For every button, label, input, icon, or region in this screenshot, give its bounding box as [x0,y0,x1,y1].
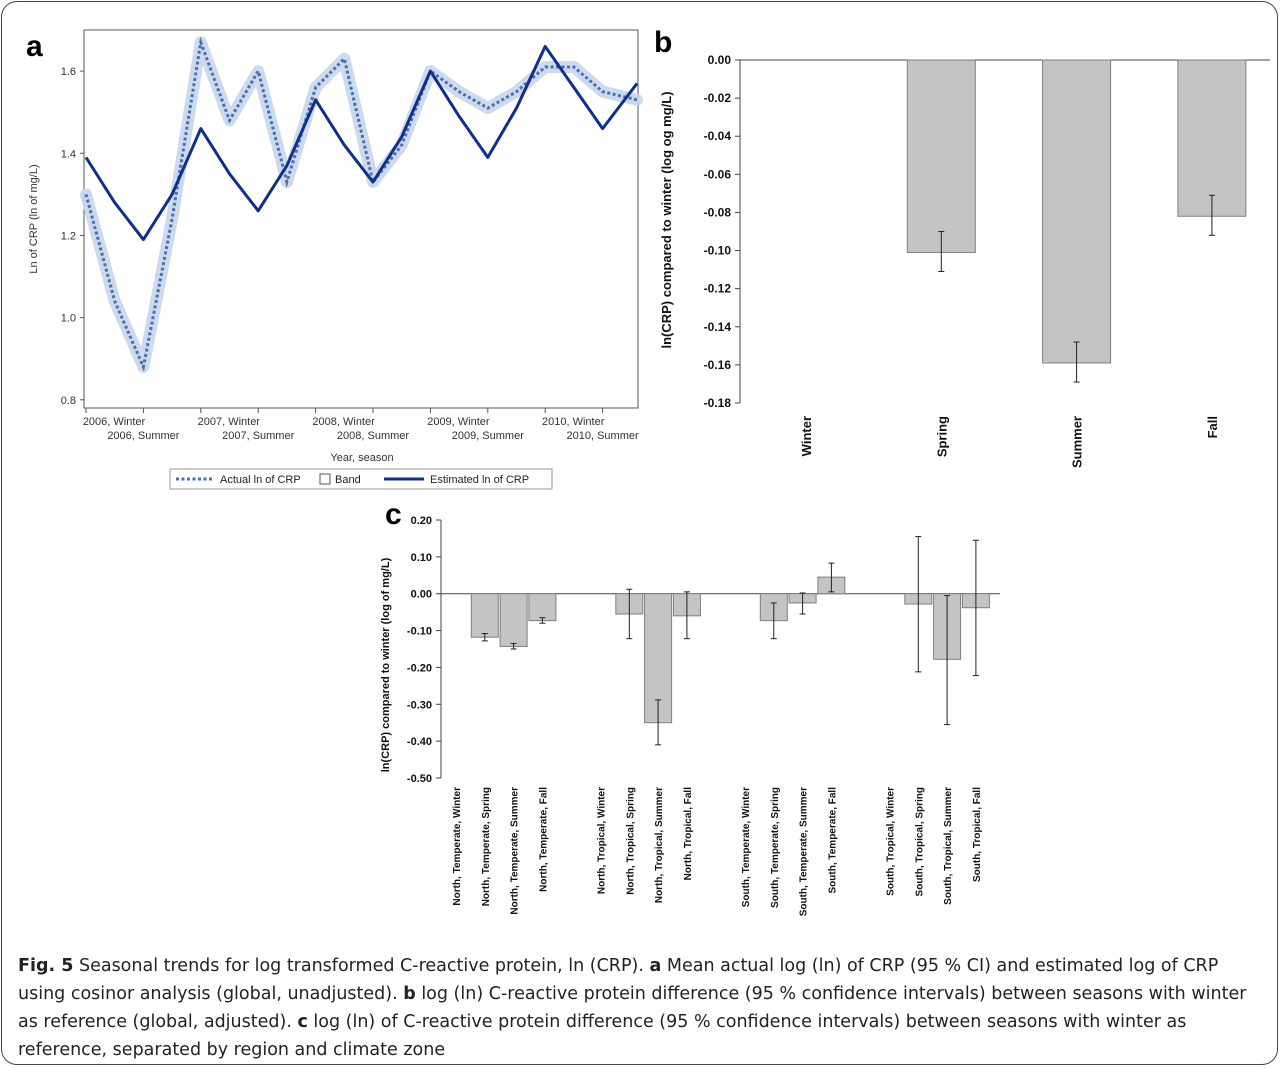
chart-c-y-axis: 0.20 0.10 0.00 -0.10 -0.20 -0.30 -0.40 -0.50 [407,515,1000,785]
series-line-actual [84,36,638,372]
chart-a-legend: Actual ln of CRP Band Estimated ln of CR… [169,468,553,490]
category-label: South, Temperate, Winter [741,787,752,907]
y-tick-label: -0.16 [704,358,732,372]
category-label: North, Temperate, Fall [538,787,549,892]
bar [470,593,499,638]
x-tick-label: 2008, Summer [337,430,409,442]
bar [528,593,557,622]
panel-c-label: c [385,498,402,531]
panel-b-label: b [654,26,672,59]
y-tick-label: 0.8 [61,395,76,407]
legend-actual-label: Actual ln of CRP [220,474,301,486]
panel-a-label: a [26,30,43,63]
chart-a: 0.8 1.0 1.2 1.4 1.6 2006, Winter 2007, Winter… [28,29,644,490]
figure-canvas: a b c 0.8 1.0 1.2 1.4 1.6 2006, Winter 2007, … [26,26,1270,916]
y-tick-label: -0.04 [704,129,732,143]
category-label: North, Tropical, Spring [625,787,636,895]
chart-a-x-axis-title: Year, season [330,452,393,464]
caption-intro: Seasonal trends for log transformed C-re… [73,956,650,976]
x-tick-label: 2006, Summer [107,430,179,442]
x-tick-label: 2006, Winter [83,416,146,428]
category-label: North, Temperate, Winter [452,787,463,906]
chart-c-bars [470,536,990,746]
confidence-band [80,36,644,373]
category-label: South, Tropical, Spring [914,787,925,896]
x-tick-label: 2010, Summer [567,430,639,442]
category-label: South, Tropical, Fall [972,787,983,882]
y-tick-label: -0.10 [704,244,732,258]
chart-b-y-axis-title: ln(CRP) compared to winter (log og mg/L) [659,91,674,348]
x-tick-label: 2010, Winter [542,416,605,428]
chart-a-x-axis: 2006, Winter 2007, Winter 2008, Winter 2009… [83,408,639,442]
figure-caption: Fig. 5 Seasonal trends for log transform… [18,952,1263,1064]
category-label: Winter [799,416,814,456]
category-label: Summer [1070,416,1085,468]
category-label: North, Temperate, Summer [510,787,521,915]
y-tick-label: -0.10 [407,626,432,638]
y-tick-label: -0.02 [704,91,732,105]
y-tick-label: -0.40 [407,736,432,748]
x-tick-label: 2007, Summer [222,430,294,442]
y-tick-label: -0.20 [407,662,432,674]
chart-a-y-axis: 0.8 1.0 1.2 1.4 1.6 [61,66,84,407]
bar [1177,59,1247,217]
chart-a-plot-frame [83,29,639,409]
category-label: North, Tropical, Fall [683,787,694,881]
category-label: North, Tropical, Summer [654,787,665,903]
caption-fig-label: Fig. 5 [18,956,74,976]
chart-b-x-axis: Winter Spring Summer Fall [799,416,1220,468]
category-label: South, Tropical, Summer [943,787,954,905]
x-tick-label: 2008, Winter [312,416,375,428]
y-tick-label: 1.2 [61,230,76,242]
legend-estimated-label: Estimated ln of CRP [430,474,529,486]
series-line-estimated [84,44,639,242]
y-tick-label: -0.06 [704,167,732,181]
y-tick-label: -0.14 [704,320,732,334]
bar [499,593,528,647]
y-tick-label: -0.30 [407,699,432,711]
category-label: South, Temperate, Spring [770,787,781,908]
legend-band-label: Band [335,474,361,486]
chart-b-bars [906,59,1247,383]
y-tick-label: 0.10 [411,552,432,564]
category-label: South, Tropical, Winter [886,787,897,896]
y-tick-label: 1.0 [61,313,76,325]
y-tick-label: -0.08 [704,205,732,219]
y-tick-label: 0.00 [411,589,432,601]
chart-b: 0.00 -0.02 -0.04 -0.06 -0.08 -0.10 -0.12 -0.14 -… [659,53,1270,468]
category-label: South, Temperate, Summer [799,787,810,916]
caption-a-letter: a [649,956,662,976]
chart-a-legend-box [169,468,553,490]
bar [906,59,976,253]
caption-b-text: log (ln) C-reactive protein difference (… [18,984,1247,1032]
y-tick-label: 1.4 [61,148,76,160]
y-tick-label: 1.6 [61,66,76,78]
y-tick-label: -0.18 [704,396,732,410]
caption-b-letter: b [403,984,416,1004]
caption-c-text: log (ln) of C-reactive protein differenc… [18,1012,1187,1060]
category-label: North, Tropical, Winter [597,787,608,894]
y-tick-label: 0.20 [411,515,432,527]
legend-band-swatch [319,473,331,485]
caption-c-letter: c [297,1012,308,1032]
chart-a-lines [84,36,639,372]
bar [1042,59,1112,364]
chart-c: 0.20 0.10 0.00 -0.10 -0.20 -0.30 -0.40 -0.50 No… [380,515,1000,916]
chart-c-x-axis: North, Temperate, Winter North, Temperate… [452,787,983,917]
category-label: South, Temperate, Fall [827,787,838,894]
chart-a-confidence-band [80,36,644,373]
x-tick-label: 2009, Summer [452,430,524,442]
category-label: Spring [934,416,949,457]
x-tick-label: 2007, Winter [198,416,261,428]
category-label: Fall [1205,416,1220,438]
chart-c-y-axis-title: ln(CRP) compared to winter (log of mg/L) [380,557,392,772]
x-tick-label: 2009, Winter [427,416,490,428]
caption-a-text: Mean actual log (ln) of CRP (95 % CI) an… [18,956,1219,1004]
y-tick-label: -0.12 [704,282,732,296]
y-tick-label: -0.50 [407,773,432,785]
category-label: North, Temperate, Spring [481,787,492,906]
chart-a-y-axis-title: Ln of CRP (ln of mg/L) [28,164,40,273]
y-tick-label: 0.00 [708,53,732,67]
